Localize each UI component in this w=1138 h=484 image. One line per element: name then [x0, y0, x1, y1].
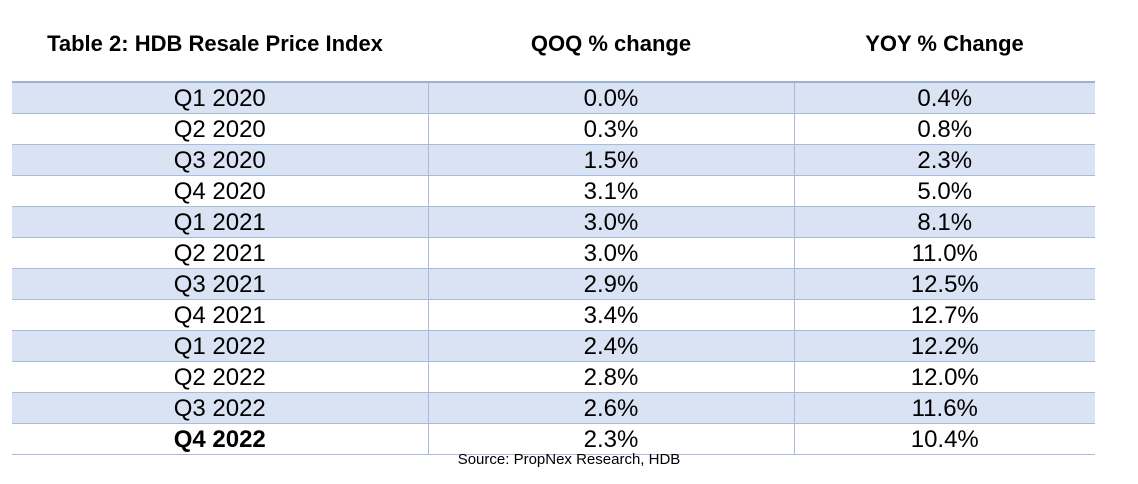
table-header-row: Table 2: HDB Resale Price Index QOQ % ch…: [12, 26, 1095, 83]
cell-period: Q1 2022: [12, 330, 429, 362]
cell-yoy: 2.3%: [794, 144, 1095, 176]
cell-period: Q4 2020: [12, 175, 429, 207]
cell-qoq: 2.8%: [428, 361, 795, 393]
cell-qoq: 3.0%: [428, 237, 795, 269]
cell-qoq: 2.3%: [428, 423, 795, 455]
cell-period: Q2 2020: [12, 113, 429, 145]
header-qoq: QOQ % change: [428, 26, 794, 83]
cell-period: Q1 2021: [12, 206, 429, 238]
table-row: Q3 2022 2.6% 11.6%: [12, 392, 1095, 424]
table-header: Table 2: HDB Resale Price Index QOQ % ch…: [12, 26, 1095, 83]
cell-yoy: 12.2%: [794, 330, 1095, 362]
table-row: Q1 2022 2.4% 12.2%: [12, 330, 1095, 362]
cell-period: Q2 2021: [12, 237, 429, 269]
cell-period: Q2 2022: [12, 361, 429, 393]
header-period: Table 2: HDB Resale Price Index: [12, 26, 428, 83]
cell-yoy: 10.4%: [794, 423, 1095, 455]
table-row: Q4 2020 3.1% 5.0%: [12, 175, 1095, 207]
source-note-container: Source: PropNex Research, HDB: [0, 451, 1138, 469]
cell-period: Q1 2020: [12, 81, 429, 114]
cell-yoy: 12.5%: [794, 268, 1095, 300]
cell-period: Q3 2022: [12, 392, 429, 424]
source-note: Source: PropNex Research, HDB: [457, 451, 681, 468]
cell-qoq: 2.9%: [428, 268, 795, 300]
table-row: Q2 2022 2.8% 12.0%: [12, 361, 1095, 393]
cell-yoy: 12.0%: [794, 361, 1095, 393]
cell-qoq: 1.5%: [428, 144, 795, 176]
cell-yoy: 0.4%: [794, 81, 1095, 114]
table-row: Q3 2020 1.5% 2.3%: [12, 144, 1095, 176]
header-yoy: YOY % Change: [794, 26, 1095, 83]
table-row: Q2 2021 3.0% 11.0%: [12, 237, 1095, 269]
cell-yoy: 12.7%: [794, 299, 1095, 331]
table-row: Q1 2020 0.0% 0.4%: [12, 81, 1095, 114]
cell-period: Q3 2021: [12, 268, 429, 300]
cell-yoy: 0.8%: [794, 113, 1095, 145]
cell-yoy: 11.6%: [794, 392, 1095, 424]
cell-qoq: 2.4%: [428, 330, 795, 362]
table-row: Q2 2020 0.3% 0.8%: [12, 113, 1095, 145]
table-row: Q1 2021 3.0% 8.1%: [12, 206, 1095, 238]
cell-period: Q4 2021: [12, 299, 429, 331]
table-body: Q1 2020 0.0% 0.4% Q2 2020 0.3% 0.8% Q3 2…: [12, 81, 1095, 455]
cell-period: Q3 2020: [12, 144, 429, 176]
hdb-resale-price-table: Table 2: HDB Resale Price Index QOQ % ch…: [12, 26, 1095, 455]
cell-qoq: 3.1%: [428, 175, 795, 207]
cell-yoy: 5.0%: [794, 175, 1095, 207]
cell-qoq: 2.6%: [428, 392, 795, 424]
hdb-resale-price-table-container: Table 2: HDB Resale Price Index QOQ % ch…: [12, 26, 1095, 455]
table-row: Q4 2021 3.4% 12.7%: [12, 299, 1095, 331]
cell-period: Q4 2022: [12, 423, 429, 455]
table-row: Q4 2022 2.3% 10.4%: [12, 423, 1095, 455]
cell-qoq: 3.0%: [428, 206, 795, 238]
cell-qoq: 3.4%: [428, 299, 795, 331]
cell-yoy: 11.0%: [794, 237, 1095, 269]
cell-qoq: 0.3%: [428, 113, 795, 145]
cell-qoq: 0.0%: [428, 81, 795, 114]
cell-yoy: 8.1%: [794, 206, 1095, 238]
table-row: Q3 2021 2.9% 12.5%: [12, 268, 1095, 300]
